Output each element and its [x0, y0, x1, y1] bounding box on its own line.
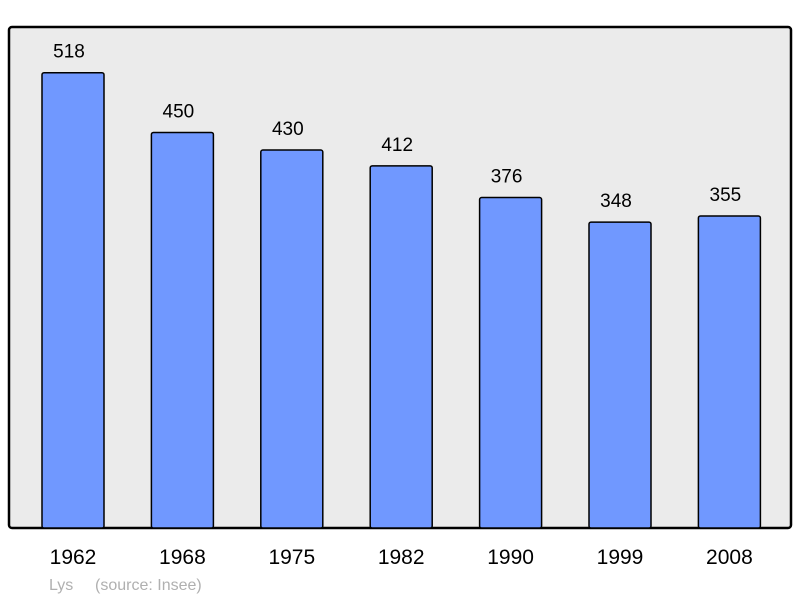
data-label-1999: 348 — [600, 191, 632, 212]
x-tick-label-1968: 1968 — [159, 546, 206, 569]
x-tick-label-1999: 1999 — [597, 546, 644, 569]
data-label-1982: 412 — [381, 135, 413, 156]
bar-1975 — [260, 149, 324, 529]
x-tick-label-1990: 1990 — [487, 546, 534, 569]
data-label-2008: 355 — [710, 185, 742, 206]
bar-1982 — [369, 165, 433, 529]
data-label-1975: 430 — [272, 119, 304, 140]
bar-1999 — [588, 221, 652, 529]
footer-source: (source: Insee) — [95, 577, 202, 594]
x-tick-label-1975: 1975 — [268, 546, 315, 569]
bar-2008 — [697, 215, 762, 529]
bar-1990 — [478, 196, 543, 529]
data-label-1968: 450 — [163, 101, 195, 122]
data-label-1990: 376 — [491, 167, 523, 188]
x-tick-label-1982: 1982 — [378, 546, 425, 569]
x-tick-label-1962: 1962 — [50, 546, 97, 569]
footer-place: Lys — [49, 577, 73, 594]
bar-1962 — [41, 71, 105, 529]
bar-1968 — [150, 131, 215, 529]
data-label-1962: 518 — [53, 42, 85, 63]
x-tick-label-2008: 2008 — [706, 546, 753, 569]
